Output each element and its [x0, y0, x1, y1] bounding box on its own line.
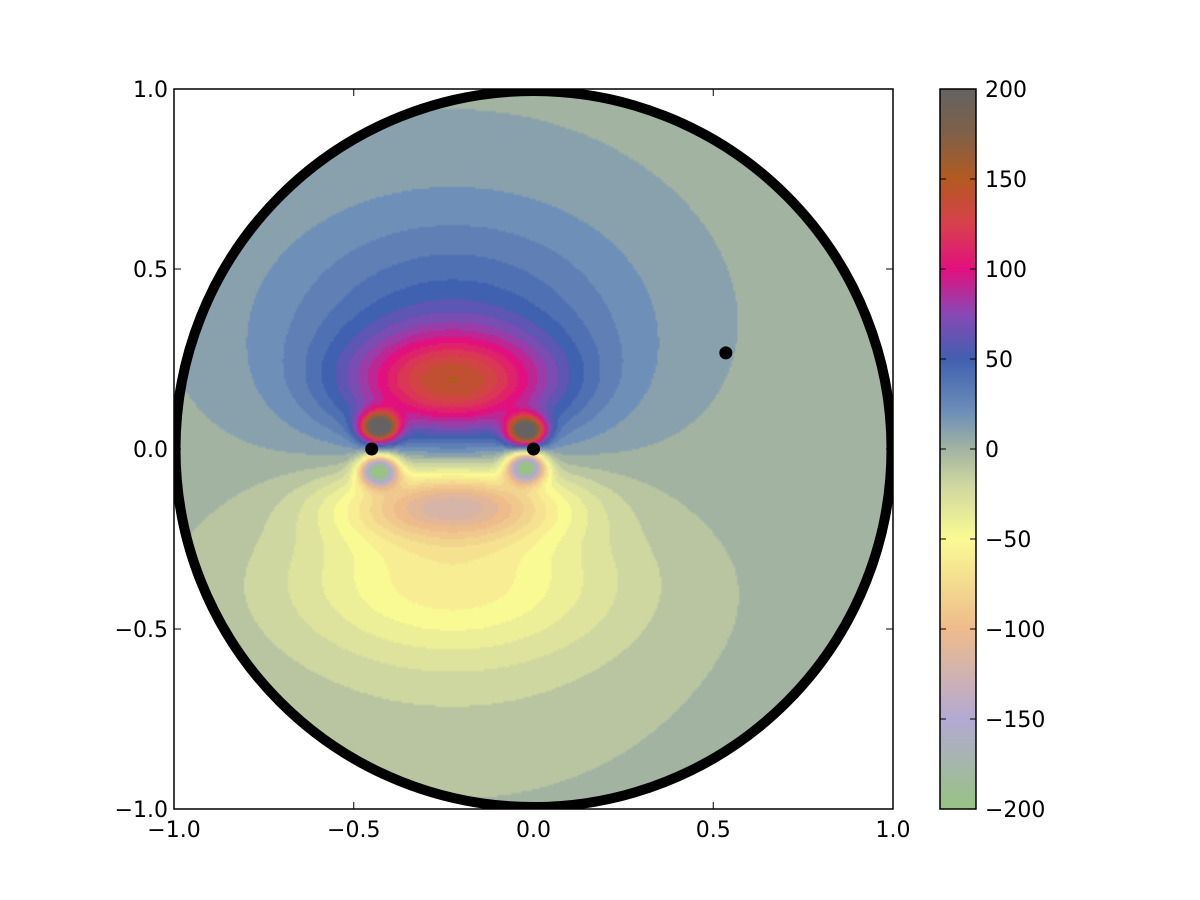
y-tick-label: −1.0: [115, 798, 168, 823]
marker-point-3: [719, 346, 733, 360]
y-tick-label: 0.5: [133, 258, 168, 283]
colorbar: 200 150 100 50 0 −50 −100 −150 −200: [939, 78, 1045, 823]
plot-area: −1.0 −0.5 0.0 0.5 1.0 −1.0 −0.5 0.0 0.5 1.0: [115, 78, 911, 843]
colorbar-ticks: 200 150 100 50 0 −50 −100 −150 −200: [940, 78, 1045, 823]
x-tick-label: 0.0: [516, 818, 551, 843]
colorbar-tick-label: 100: [985, 258, 1027, 283]
y-axis-ticks: −1.0 −0.5 0.0 0.5 1.0: [115, 78, 893, 823]
colorbar-tick-label: −150: [985, 708, 1045, 733]
marker-points: [365, 346, 733, 456]
colorbar-tick-label: 150: [985, 168, 1027, 193]
x-tick-label: −0.5: [327, 818, 380, 843]
colorbar-tick-label: −100: [985, 618, 1045, 643]
y-tick-label: −0.5: [115, 618, 168, 643]
colorbar-tick-label: −200: [985, 798, 1045, 823]
y-tick-label: 1.0: [133, 78, 168, 103]
y-tick-label: 0.0: [133, 438, 168, 463]
marker-point-2: [527, 442, 540, 456]
x-axis-ticks: −1.0 −0.5 0.0 0.5 1.0: [147, 89, 911, 843]
colorbar-tick-label: 200: [985, 78, 1027, 103]
x-tick-label: 0.5: [696, 818, 731, 843]
marker-point-1: [365, 442, 379, 456]
x-tick-label: 1.0: [876, 818, 911, 843]
colorbar-tick-label: 0: [985, 438, 999, 463]
colorbar-tick-label: 50: [985, 348, 1013, 373]
x-tick-label: −1.0: [147, 818, 200, 843]
colorbar-tick-label: −50: [985, 528, 1031, 553]
